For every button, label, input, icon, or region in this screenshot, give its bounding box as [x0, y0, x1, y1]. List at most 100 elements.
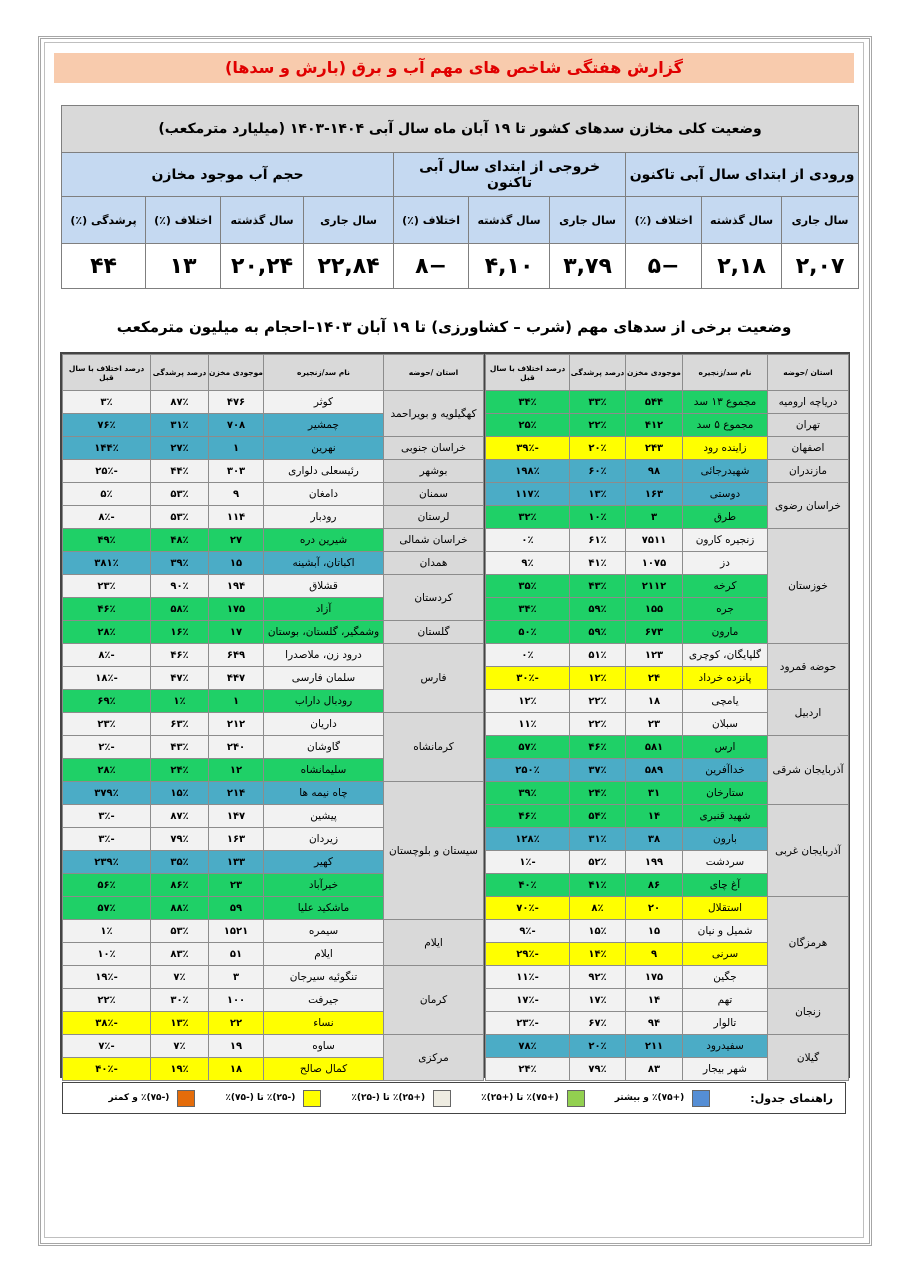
diff-percent-cell: -۱۱٪ [485, 965, 570, 989]
diff-percent-cell: ۱۴۴٪ [62, 436, 151, 460]
summary-value: ۲,۰۷ [781, 243, 860, 289]
right-table-frame: استان /حوضه نام سد/زنجیره موجودی مخزن درصد … [483, 352, 850, 1081]
dam-name-cell: سرنی [682, 942, 768, 966]
diff-percent-cell: -۸٪ [62, 505, 151, 529]
summary-subheader: سال گذشته [468, 196, 551, 244]
storage-cell: ۱ [208, 436, 264, 460]
diff-percent-cell: ۲۵۰٪ [485, 758, 570, 782]
report-title: گزارش هفتگی شاخص های مهم آب و برق (بارش … [54, 53, 854, 83]
column-header: نام سد/زنجیره [263, 354, 384, 391]
diff-percent-cell: ۴۶٪ [62, 597, 151, 621]
diff-percent-cell: -۲۵٪ [62, 459, 151, 483]
summary-value: ۲۲,۸۴ [303, 243, 395, 289]
diff-percent-cell: -۱۷٪ [485, 988, 570, 1012]
fill-percent-cell: ۲۰٪ [569, 1034, 626, 1058]
storage-cell: ۱۷۵ [208, 597, 264, 621]
storage-cell: ۱۰۰ [208, 988, 264, 1012]
dam-name-cell: سلیمانشاه [263, 758, 384, 782]
diff-percent-cell: ۲۸٪ [62, 758, 151, 782]
dam-name-cell: آغ چای [682, 873, 768, 897]
storage-cell: ۴۴۷ [208, 666, 264, 690]
diff-percent-cell: -۹٪ [485, 919, 570, 943]
storage-cell: ۴۷۶ [208, 390, 264, 414]
diff-percent-cell: ۱۰٪ [62, 942, 151, 966]
summary-subheader: سال جاری [303, 196, 395, 244]
dams-table-right: استان /حوضه نام سد/زنجیره موجودی مخزن درصد … [485, 354, 849, 1081]
storage-cell: ۵۸۱ [625, 735, 683, 759]
storage-cell: ۸۳ [625, 1057, 683, 1081]
table-row: بارون ۳۸ ۳۱٪ ۱۲۸٪ [485, 827, 849, 851]
dam-name-cell: سبلان [682, 712, 768, 736]
storage-cell: ۲۱۱ [625, 1034, 683, 1058]
legend-swatch [566, 1089, 585, 1107]
storage-cell: ۲۱۲ [208, 712, 264, 736]
table-row: سلمان فارسی ۴۴۷ ۴۷٪ -۱۸٪ [62, 666, 484, 690]
province-cell: خوزستان [767, 528, 849, 644]
column-header: موجودی مخزن [625, 354, 683, 391]
table-row: اردبیل یامچی ۱۸ ۲۲٪ ۱۲٪ [485, 689, 849, 736]
column-header: استان /حوضه [383, 354, 484, 391]
legend-swatch [692, 1089, 711, 1107]
diff-percent-cell: -۳۰٪ [485, 666, 570, 690]
table-row: سردشت ۱۹۹ ۵۲٪ -۱٪ [485, 850, 849, 874]
storage-cell: ۲۴۰ [208, 735, 264, 759]
legend-label: (+۷۵)٪ تا (+۲۵)٪ [481, 1093, 559, 1103]
dam-name-cell: دوستی [682, 482, 768, 506]
fill-percent-cell: ۱۳٪ [150, 1011, 209, 1035]
storage-cell: ۱۸ [208, 1057, 264, 1081]
table-row: خراسان شمالی شیرین دره ۲۷ ۴۸٪ ۴۹٪ [62, 528, 484, 552]
dam-name-cell: رودبار [263, 505, 384, 529]
table-row: ایلام سیمره ۱۵۲۱ ۵۳٪ ۱٪ [62, 919, 484, 966]
fill-percent-cell: ۴۱٪ [569, 873, 626, 897]
fill-percent-cell: ۵۳٪ [150, 482, 209, 506]
storage-cell: ۹۴ [625, 1011, 683, 1035]
legend-item: (+۷۵)٪ تا (+۲۵)٪ [481, 1089, 585, 1107]
diff-percent-cell: ۱۲٪ [485, 689, 570, 713]
dam-name-cell: پیشین [263, 804, 384, 828]
dam-name-cell: کرخه [682, 574, 768, 598]
dam-name-cell: کمال صالح [263, 1057, 384, 1081]
table-row: کرخه ۲۱۱۲ ۴۳٪ ۳۵٪ [485, 574, 849, 598]
dam-name-cell: مارون [682, 620, 768, 644]
fill-percent-cell: ۴۳٪ [569, 574, 626, 598]
diff-percent-cell: ۱۹۸٪ [485, 459, 570, 483]
storage-cell: ۵۹ [208, 896, 264, 920]
diff-percent-cell: ۲۵٪ [485, 413, 570, 437]
diff-percent-cell: ۹٪ [485, 551, 570, 575]
fill-percent-cell: ۲۲٪ [569, 413, 626, 437]
storage-cell: ۱۳۳ [208, 850, 264, 874]
storage-cell: ۹۸ [625, 459, 683, 483]
diff-percent-cell: ۴۶٪ [485, 804, 570, 828]
province-cell: زنجان [767, 988, 849, 1035]
legend-swatch [303, 1089, 322, 1107]
dam-name-cell: رودبال داراب [263, 689, 384, 713]
dam-name-cell: خیرآباد [263, 873, 384, 897]
diff-percent-cell: ۲۲٪ [62, 988, 151, 1012]
table-row: کرمان تنگوئیه سیرجان ۳ ۷٪ -۱۹٪ [62, 965, 484, 1035]
fill-percent-cell: ۲۴٪ [150, 758, 209, 782]
section-title: وضعیت برخی از سدهای مهم (شرب – کشاورزی) … [116, 318, 792, 336]
dam-name-cell: دامغان [263, 482, 384, 506]
diff-percent-cell: ۲۳۹٪ [62, 850, 151, 874]
storage-cell: ۷۵۱۱ [625, 528, 683, 552]
diff-percent-cell: ۲۳٪ [62, 574, 151, 598]
dam-name-cell: سیمره [263, 919, 384, 943]
diff-percent-cell: ۰٪ [485, 528, 570, 552]
fill-percent-cell: ۴۶٪ [150, 643, 209, 667]
storage-cell: ۱۰۷۵ [625, 551, 683, 575]
table-row: حوضه قمرود گلپایگان، کوچری ۱۲۳ ۵۱٪ ۰٪ [485, 643, 849, 690]
storage-cell: ۱۷۵ [625, 965, 683, 989]
dam-name-cell: یامچی [682, 689, 768, 713]
fill-percent-cell: ۳۳٪ [569, 390, 626, 414]
dam-name-cell: جیرفت [263, 988, 384, 1012]
storage-cell: ۱۸ [625, 689, 683, 713]
table-row: جیرفت ۱۰۰ ۳۰٪ ۲۲٪ [62, 988, 484, 1012]
province-cell: گلستان [383, 620, 484, 644]
province-cell: هرمزگان [767, 896, 849, 989]
dam-name-cell: دز [682, 551, 768, 575]
summary-value: ۱۳ [145, 243, 222, 289]
fill-percent-cell: ۵۱٪ [569, 643, 626, 667]
diff-percent-cell: -۲۳٪ [485, 1011, 570, 1035]
legend-item: (+۲۵)٪ تا (-۲۵)٪ [351, 1089, 452, 1107]
table-row: پیشین ۱۴۷ ۸۷٪ -۳٪ [62, 804, 484, 828]
